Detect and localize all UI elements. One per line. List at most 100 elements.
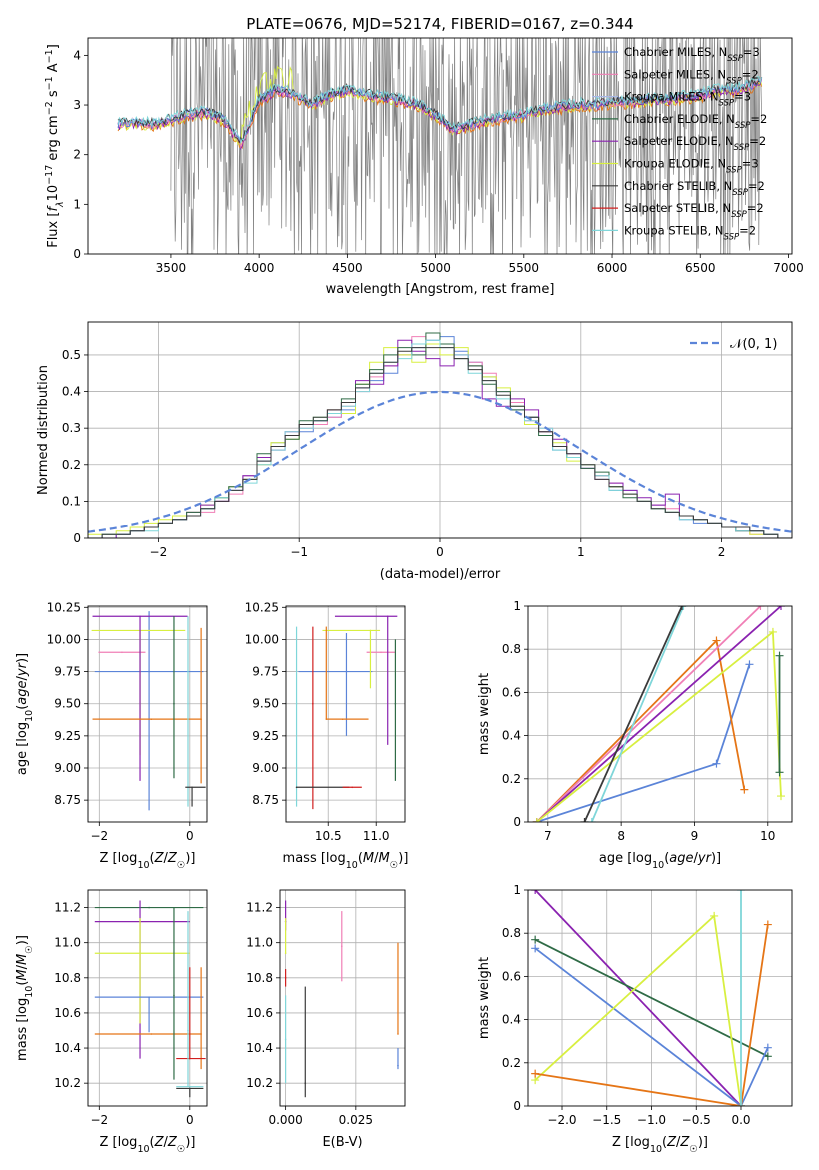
label-part: yr	[15, 661, 30, 677]
weight-marker	[531, 944, 540, 953]
legend-entry: Chabrier MILES, NSSP=3	[624, 45, 760, 64]
data-point	[200, 718, 202, 720]
label-part: mass [log	[283, 851, 346, 866]
data-point	[394, 702, 397, 705]
panel-residuals: −2 −1 0 1 2 0 0.1 0.2 0.3 0.4 0.5 (data-model)/erro…	[36, 321, 793, 582]
legend-val: =2	[748, 179, 765, 193]
y-tick-label: 10.00	[47, 632, 81, 646]
legend-val: =2	[750, 112, 767, 126]
y-tick-label: 9.25	[54, 729, 81, 743]
legend-text: Kroupa ELODIE, N	[624, 157, 726, 171]
x-tick-label: 5000	[420, 261, 451, 275]
y-tick-label: 0.6	[502, 685, 521, 699]
weight-marker	[710, 911, 719, 920]
legend-sub: SSP	[719, 99, 735, 109]
y-axis-label: Flux [fλ10−17 erg cm−2 s−1 A−1]	[44, 44, 66, 248]
label-part: Z	[167, 1135, 178, 1150]
weight-series-line	[534, 890, 742, 1106]
label-part: (	[662, 1135, 667, 1150]
data-point	[187, 702, 189, 705]
data-point	[397, 1064, 399, 1067]
data-point	[312, 702, 314, 705]
legend-entry: Salpeter MILES, NSSP=2	[624, 67, 759, 86]
legend-val: =3	[743, 45, 760, 59]
x-tick-label: 0	[186, 829, 194, 843]
label-part: Z	[679, 1135, 690, 1150]
histogram-series	[88, 347, 792, 538]
x-tick-label: 11.0	[363, 829, 390, 843]
label-part: (	[15, 705, 30, 710]
y-tick-label: 11.2	[54, 901, 81, 915]
x-axis-label: Z [log10(Z/Z☉)]	[100, 851, 196, 871]
y-tick-label: 0.3	[62, 421, 81, 435]
legend-sub: SSP	[734, 143, 750, 153]
data-point	[284, 977, 287, 979]
y-tick-label: 0.4	[502, 729, 521, 743]
legend-entry: Chabrier ELODIE, NSSP=2	[624, 112, 767, 131]
data-point	[173, 994, 175, 997]
label-part: 10	[24, 710, 35, 722]
x-tick-label: −2	[150, 545, 168, 559]
label-part: (	[664, 851, 669, 866]
data-point	[150, 718, 153, 720]
y-tick-label: 0.6	[502, 969, 521, 983]
y-tick-label: 0.4	[62, 385, 81, 399]
x-axis-label: age [log10(age/yr)]	[599, 851, 721, 871]
x-axis-label: Z [log10(Z/Z☉)]	[100, 1135, 196, 1155]
weight-marker	[756, 606, 765, 610]
y-tick-label: 0.2	[502, 772, 521, 786]
weight-marker	[736, 890, 745, 894]
y-tick-label: 11.0	[54, 936, 81, 950]
data-point	[295, 786, 298, 789]
y-tick-label: 0.1	[62, 494, 81, 508]
y-tick-label: 3	[73, 98, 81, 112]
label-part: (	[150, 1135, 155, 1150]
y-tick-label: 10.6	[246, 1006, 273, 1020]
label-part: ☉	[24, 945, 35, 954]
data-point	[150, 1033, 153, 1035]
label-part: /	[676, 1135, 681, 1150]
label-part: λ	[55, 201, 66, 208]
y-tick-label: 4	[73, 48, 81, 62]
data-point	[380, 651, 382, 654]
label-part: −2	[44, 101, 55, 115]
legend-entry: 𝒩(0, 1)	[730, 337, 777, 352]
x-axis-label: (data-model)/error	[380, 567, 501, 582]
figure-title: PLATE=0676, MJD=52174, FIBERID=0167, z=0…	[246, 15, 633, 33]
label-part: )]	[15, 653, 30, 663]
label-part: 10	[137, 1144, 149, 1155]
legend-text: Kroupa STELIB, N	[624, 223, 724, 237]
data-point	[295, 702, 298, 705]
data-point	[148, 996, 150, 998]
plot-area	[280, 890, 405, 1106]
spectrum-model-line	[117, 76, 763, 145]
label-part: −1	[44, 49, 55, 63]
label-part: A	[46, 63, 61, 76]
y-tick-label: 1	[73, 197, 81, 211]
weight-marker	[712, 759, 721, 768]
legend-entry: Kroupa MILES, NSSP=3	[624, 90, 751, 109]
label-part: )]	[398, 851, 408, 866]
x-tick-label: 10.5	[315, 829, 342, 843]
plot-area	[528, 890, 792, 1106]
legend-entry: Chabrier STELIB, NSSP=2	[624, 179, 765, 198]
label-part: )]	[698, 1135, 708, 1150]
weight-marker	[736, 1102, 745, 1106]
weight-marker	[763, 1052, 772, 1061]
y-tick-label: 8.75	[252, 793, 279, 807]
label-part: −17	[44, 165, 55, 185]
axes-frame	[527, 889, 793, 1107]
label-part: M	[379, 851, 390, 866]
legend-entry: Salpeter STELIB, NSSP=2	[624, 201, 764, 220]
y-tick-label: 0.4	[502, 1013, 521, 1027]
spectrum-data-line	[170, 38, 763, 254]
panel-age_vs_mass: 10.5 11.0 8.75 9.00 9.25 9.50 9.75 10.00 10.25 ma…	[245, 600, 409, 870]
label-part: E(B-V)	[322, 1135, 362, 1150]
label-part: (	[358, 851, 363, 866]
label-part: mass [log	[15, 998, 30, 1061]
legend-val: =2	[747, 201, 764, 215]
y-tick-label: 1	[513, 599, 521, 613]
y-tick-label: 2	[73, 148, 81, 162]
label-part: )]	[185, 1135, 195, 1150]
data-point	[284, 952, 287, 955]
